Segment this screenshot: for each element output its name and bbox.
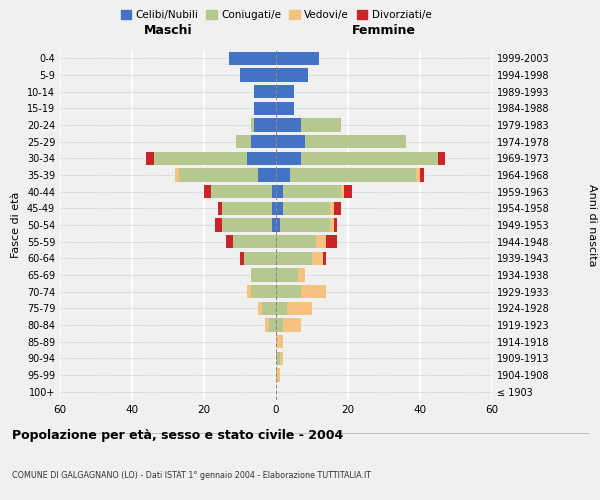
Bar xyxy=(272,185,276,198)
Bar xyxy=(276,135,305,148)
Bar xyxy=(334,218,337,232)
Bar xyxy=(179,168,258,181)
Bar xyxy=(236,135,251,148)
Bar xyxy=(276,235,316,248)
Bar xyxy=(276,302,287,315)
Bar xyxy=(265,318,269,332)
Bar xyxy=(229,52,276,65)
Bar xyxy=(276,285,301,298)
Bar xyxy=(341,185,344,198)
Bar xyxy=(316,235,326,248)
Bar xyxy=(283,202,330,215)
Bar xyxy=(290,168,416,181)
Bar xyxy=(280,218,330,232)
Bar xyxy=(330,202,334,215)
Bar xyxy=(226,235,233,248)
Bar xyxy=(276,318,283,332)
Bar xyxy=(247,152,276,165)
Bar xyxy=(312,252,323,265)
Bar xyxy=(344,185,352,198)
Bar xyxy=(326,235,337,248)
Bar xyxy=(276,52,319,65)
Bar xyxy=(323,252,326,265)
Bar xyxy=(258,302,262,315)
Bar xyxy=(301,285,326,298)
Bar xyxy=(146,152,154,165)
Text: Popolazione per età, sesso e stato civile - 2004: Popolazione per età, sesso e stato civil… xyxy=(12,430,343,442)
Bar xyxy=(272,218,276,232)
Bar xyxy=(280,352,283,365)
Bar xyxy=(330,218,334,232)
Bar xyxy=(154,152,247,165)
Bar xyxy=(276,268,298,281)
Bar xyxy=(204,185,211,198)
Bar xyxy=(276,252,312,265)
Bar xyxy=(276,352,280,365)
Bar xyxy=(420,168,424,181)
Bar xyxy=(334,202,341,215)
Bar xyxy=(283,318,301,332)
Bar xyxy=(244,252,276,265)
Bar xyxy=(240,252,244,265)
Bar xyxy=(276,368,280,382)
Bar xyxy=(272,202,276,215)
Bar xyxy=(276,202,283,215)
Bar xyxy=(247,285,251,298)
Bar xyxy=(262,302,276,315)
Bar xyxy=(301,118,341,132)
Bar xyxy=(269,318,276,332)
Bar xyxy=(258,168,276,181)
Bar xyxy=(276,185,283,198)
Bar xyxy=(283,185,341,198)
Text: Femmine: Femmine xyxy=(352,24,416,36)
Bar xyxy=(215,218,222,232)
Bar xyxy=(301,152,438,165)
Text: COMUNE DI GALGAGNANO (LO) - Dati ISTAT 1° gennaio 2004 - Elaborazione TUTTITALIA: COMUNE DI GALGAGNANO (LO) - Dati ISTAT 1… xyxy=(12,471,371,480)
Bar xyxy=(276,118,301,132)
Bar xyxy=(276,335,283,348)
Bar xyxy=(251,118,254,132)
Bar xyxy=(233,235,276,248)
Bar xyxy=(287,302,312,315)
Bar xyxy=(305,135,406,148)
Bar xyxy=(222,218,272,232)
Bar xyxy=(211,185,272,198)
Text: Anni di nascita: Anni di nascita xyxy=(587,184,597,266)
Bar xyxy=(438,152,445,165)
Bar xyxy=(175,168,179,181)
Y-axis label: Fasce di età: Fasce di età xyxy=(11,192,21,258)
Bar xyxy=(254,102,276,115)
Bar xyxy=(240,68,276,82)
Legend: Celibi/Nubili, Coniugati/e, Vedovi/e, Divorziati/e: Celibi/Nubili, Coniugati/e, Vedovi/e, Di… xyxy=(116,6,436,25)
Bar xyxy=(276,85,294,98)
Bar xyxy=(276,218,280,232)
Bar xyxy=(251,285,276,298)
Bar xyxy=(276,152,301,165)
Text: Maschi: Maschi xyxy=(143,24,193,36)
Bar xyxy=(416,168,420,181)
Bar xyxy=(222,202,272,215)
Bar xyxy=(218,202,222,215)
Bar xyxy=(254,118,276,132)
Bar xyxy=(251,135,276,148)
Bar xyxy=(251,268,276,281)
Bar xyxy=(276,168,290,181)
Bar xyxy=(276,68,308,82)
Bar xyxy=(298,268,305,281)
Bar xyxy=(254,85,276,98)
Bar xyxy=(276,102,294,115)
